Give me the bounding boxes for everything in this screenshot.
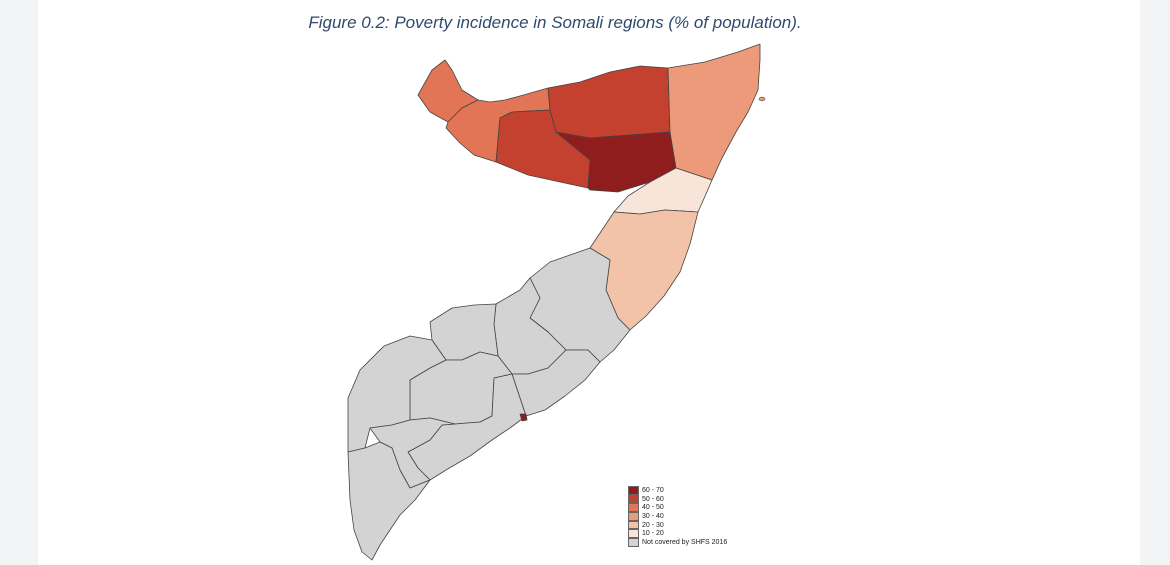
region-sool bbox=[555, 131, 677, 193]
legend-item: 30 - 40 bbox=[628, 512, 727, 521]
legend-label: 60 - 70 bbox=[642, 486, 664, 494]
legend-item: 20 - 30 bbox=[628, 520, 727, 530]
legend-swatch bbox=[628, 494, 639, 504]
legend-label: 30 - 40 bbox=[642, 512, 664, 520]
region-sanaag bbox=[547, 65, 671, 139]
region-banadir bbox=[519, 413, 528, 422]
legend-swatch bbox=[628, 503, 639, 513]
region-bari bbox=[667, 43, 761, 181]
cape-guardafui-marker bbox=[758, 96, 766, 102]
legend-swatch bbox=[628, 538, 639, 547]
legend-label: 10 - 20 bbox=[642, 530, 664, 538]
legend-label: 50 - 60 bbox=[642, 495, 664, 503]
legend-swatch bbox=[628, 486, 639, 495]
legend-swatch bbox=[628, 512, 639, 521]
legend-item: 50 - 60 bbox=[628, 494, 727, 504]
legend-label: 20 - 30 bbox=[642, 521, 664, 529]
region-awdal bbox=[417, 59, 479, 123]
legend-item: Not covered by SHFS 2016 bbox=[628, 538, 727, 547]
region-gedo bbox=[347, 335, 447, 453]
map-legend: 60 - 70 50 - 60 40 - 50 30 - 40 20 - 30 … bbox=[628, 486, 727, 547]
legend-item: 40 - 50 bbox=[628, 503, 727, 513]
legend-label: 40 - 50 bbox=[642, 504, 664, 512]
region-lower-juba bbox=[347, 441, 431, 561]
region-middle-shabelle bbox=[511, 349, 601, 417]
legend-swatch bbox=[628, 529, 639, 539]
legend-label: Not covered by SHFS 2016 bbox=[642, 538, 728, 546]
legend-swatch bbox=[628, 520, 639, 530]
figure-caption: Figure 0.2: Poverty incidence in Somali … bbox=[308, 13, 802, 32]
legend-item: 10 - 20 bbox=[628, 529, 727, 539]
legend-item: 60 - 70 bbox=[628, 486, 727, 495]
